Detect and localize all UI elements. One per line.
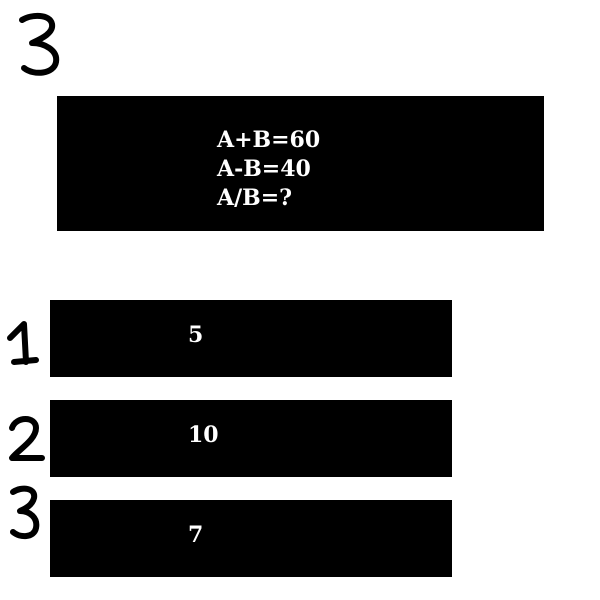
equation-line-3: A/B=? xyxy=(217,185,293,211)
handwritten-two-glyph xyxy=(9,416,45,461)
handwritten-three-glyph xyxy=(10,485,40,540)
equation-line-2: A-B=40 xyxy=(217,156,311,182)
equation-line-1: A+B=60 xyxy=(217,127,321,153)
answer-option-1-value: 5 xyxy=(188,322,204,348)
answer-option-3[interactable]: 7 xyxy=(50,500,452,577)
option-3-number-handwritten xyxy=(8,484,40,540)
option-1-number-handwritten xyxy=(4,318,42,368)
answer-option-2-value: 10 xyxy=(188,422,219,448)
question-number-handwritten xyxy=(14,12,62,78)
answer-option-2[interactable]: 10 xyxy=(50,400,452,477)
question-equations: A+B=60 A-B=40 A/B=? xyxy=(217,126,320,213)
option-2-number-handwritten xyxy=(6,414,46,464)
handwritten-one-glyph xyxy=(7,321,39,365)
answer-option-1[interactable]: 5 xyxy=(50,300,452,377)
handwritten-three-glyph xyxy=(19,12,60,76)
answer-option-3-value: 7 xyxy=(188,522,204,548)
question-box: A+B=60 A-B=40 A/B=? xyxy=(57,96,544,231)
